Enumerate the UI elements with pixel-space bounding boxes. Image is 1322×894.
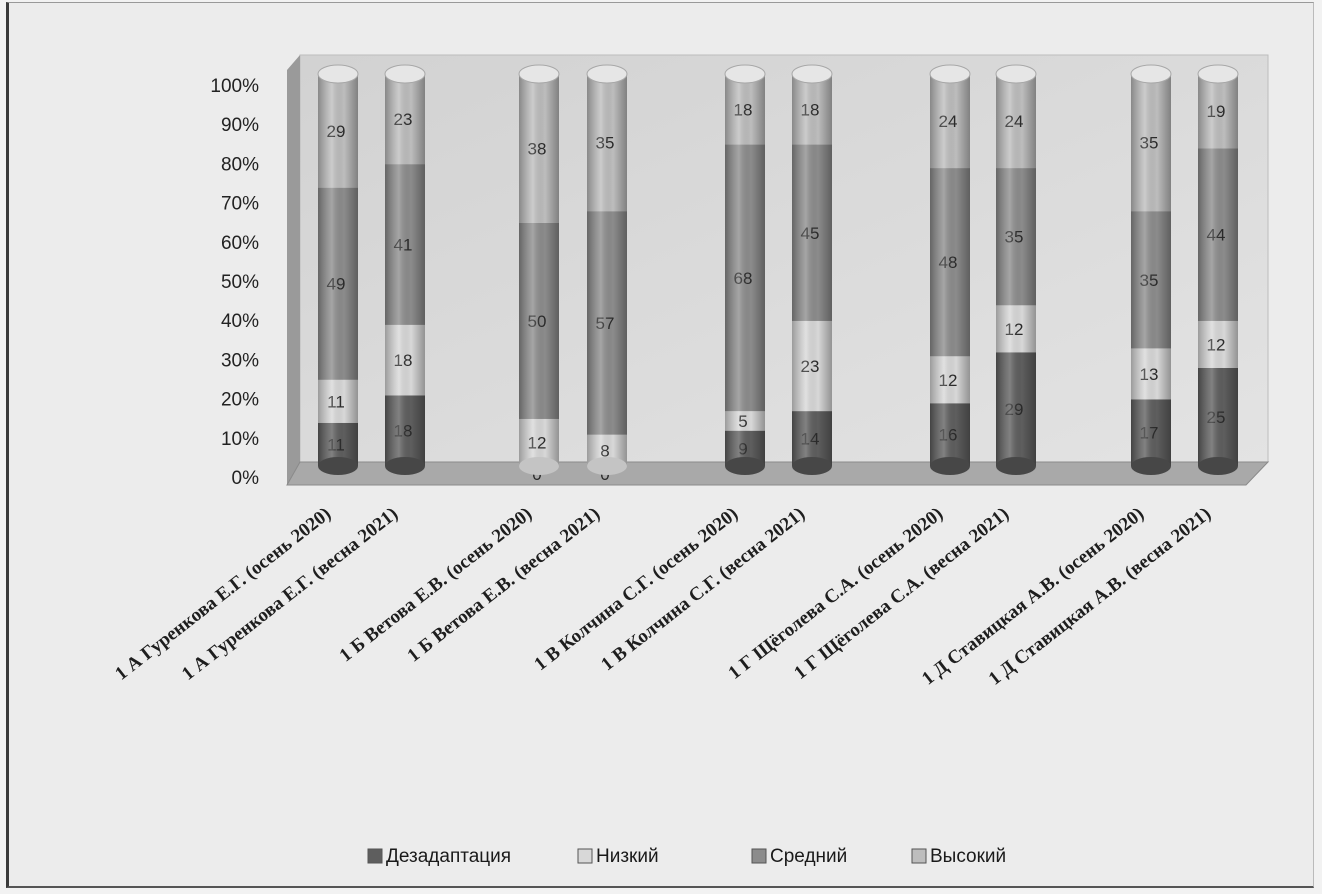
bar-stack: 16124824	[929, 64, 971, 475]
y-tick-label: 30%	[221, 350, 259, 371]
bar-top-cap	[317, 64, 359, 84]
bar-bottom-cap	[587, 457, 627, 475]
bar-top-cap	[791, 64, 833, 84]
bar-stack: 25124419	[1197, 64, 1239, 475]
bar-shading	[792, 74, 832, 466]
bar-stack: 085735	[586, 64, 628, 484]
bar-bottom-cap	[385, 457, 425, 475]
legend-label: Высокий	[930, 846, 1006, 867]
bar-stack: 14234518	[791, 64, 833, 475]
bar-shading	[930, 74, 970, 466]
bar-bottom-cap	[1198, 457, 1238, 475]
x-axis: 1 А Гуренкова Е.Г. (осень 2020)1 А Гурен…	[111, 503, 1215, 689]
floor	[286, 461, 1270, 486]
bar-stack: 956818	[724, 64, 766, 475]
legend-swatch	[577, 848, 593, 864]
legend-item: Средний	[751, 846, 847, 867]
bar-top-cap	[929, 64, 971, 84]
bar-top-cap	[1130, 64, 1172, 84]
bar-stack: 18184123	[384, 64, 426, 475]
bar-top-cap	[518, 64, 560, 84]
bar-bottom-cap	[930, 457, 970, 475]
bar-bottom-cap	[519, 457, 559, 475]
bars-group: 11114929 18184123 0125038 085735 956818 14234…	[317, 64, 1239, 484]
legend: Дезадаптация Низкий Средний Высокий	[367, 846, 1006, 867]
side-wall	[287, 55, 300, 485]
y-tick-label: 20%	[221, 390, 259, 411]
bar-bottom-cap	[318, 457, 358, 475]
bar-bottom-cap	[1131, 457, 1171, 475]
legend-item: Высокий	[911, 846, 1006, 867]
bar-top-cap	[384, 64, 426, 84]
legend-label: Дезадаптация	[386, 846, 511, 867]
bar-shading	[519, 74, 559, 466]
y-axis: 0% 10% 20% 30% 40% 50% 60% 70% 80% 90% 100%	[210, 76, 259, 489]
y-tick-label: 40%	[221, 311, 259, 332]
y-tick-label: 100%	[210, 76, 259, 97]
bar-bottom-cap	[996, 457, 1036, 475]
legend-label: Низкий	[596, 846, 659, 867]
bar-bottom-cap	[725, 457, 765, 475]
y-tick-label: 50%	[221, 272, 259, 293]
bar-shading	[587, 74, 627, 466]
bar-stack: 0125038	[518, 64, 560, 484]
legend-swatch	[367, 848, 383, 864]
y-tick-label: 80%	[221, 154, 259, 175]
bar-top-cap	[995, 64, 1037, 84]
bar-stack: 17133535	[1130, 64, 1172, 475]
bar-shading	[385, 74, 425, 466]
y-tick-label: 70%	[221, 194, 259, 215]
legend-swatch	[751, 848, 767, 864]
bar-shading	[725, 74, 765, 466]
y-tick-label: 0%	[232, 468, 260, 489]
bar-bottom-cap	[792, 457, 832, 475]
bar-shading	[1131, 74, 1171, 466]
bar-shading	[996, 74, 1036, 466]
y-tick-label: 10%	[221, 429, 259, 450]
legend-swatch	[911, 848, 927, 864]
bar-shading	[1198, 74, 1238, 466]
bar-stack: 29123524	[995, 64, 1037, 475]
bar-top-cap	[1197, 64, 1239, 84]
y-tick-label: 60%	[221, 233, 259, 254]
legend-item: Дезадаптация	[367, 846, 511, 867]
bar-top-cap	[586, 64, 628, 84]
y-tick-label: 90%	[221, 115, 259, 136]
bar-stack: 11114929	[317, 64, 359, 475]
bar-top-cap	[724, 64, 766, 84]
legend-label: Средний	[770, 846, 847, 867]
back-wall	[299, 54, 1269, 463]
legend-item: Низкий	[577, 846, 659, 867]
bar-shading	[318, 74, 358, 466]
